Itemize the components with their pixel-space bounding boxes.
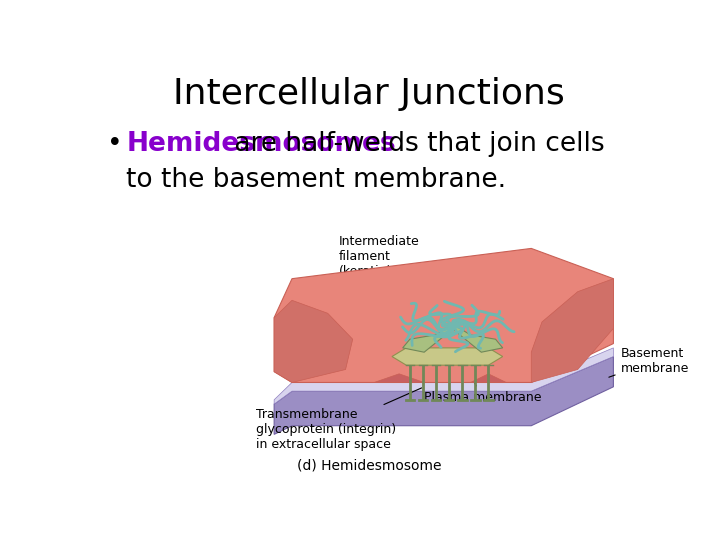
Polygon shape [274,356,613,434]
Text: Basement
membrane: Basement membrane [609,347,689,377]
Polygon shape [274,300,353,382]
Text: are half-welds that join cells: are half-welds that join cells [225,131,604,157]
Polygon shape [531,279,613,382]
Text: (d) Hemidesmosome: (d) Hemidesmosome [297,458,441,472]
Text: Transmembrane
glycoprotein (integrin)
in extracellular space: Transmembrane glycoprotein (integrin) in… [256,388,422,451]
Text: Intercellular Junctions: Intercellular Junctions [173,77,565,111]
Polygon shape [374,374,506,382]
Text: Intermediate
filament
(keratin): Intermediate filament (keratin) [338,235,454,279]
Text: Plasma membrane: Plasma membrane [424,372,541,404]
Text: to the basement membrane.: to the basement membrane. [126,167,506,193]
Polygon shape [392,348,503,365]
Text: Hemidesmosomes: Hemidesmosomes [126,131,396,157]
Text: Plaque: Plaque [289,350,400,363]
Polygon shape [274,248,613,382]
Polygon shape [274,348,613,404]
Text: •: • [107,131,122,157]
Polygon shape [402,324,503,352]
